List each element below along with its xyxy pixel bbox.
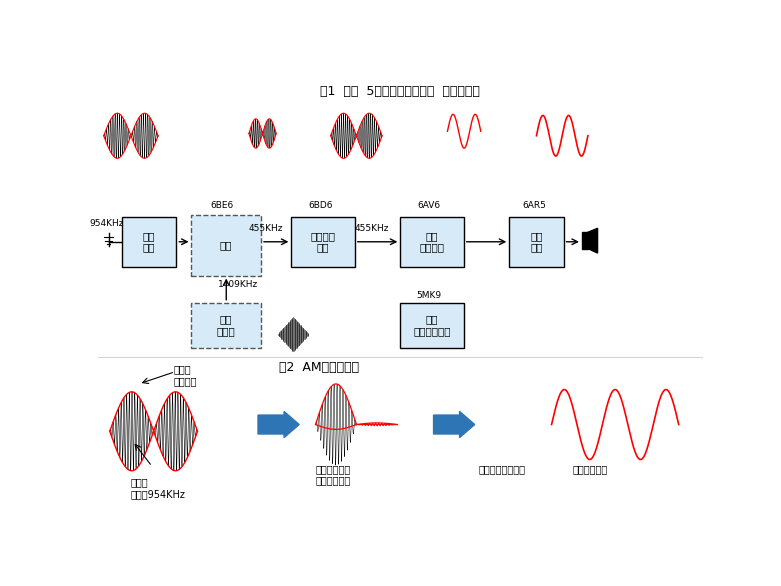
FancyBboxPatch shape xyxy=(191,303,261,348)
Text: 上下のどちら
かを取り出す: 上下のどちら かを取り出す xyxy=(316,464,351,485)
Text: 図1  自作  5球スーパーラジオ  ブロック図: 図1 自作 5球スーパーラジオ ブロック図 xyxy=(320,85,480,98)
FancyArrow shape xyxy=(258,411,299,438)
Text: 図2  AM検波の原理: 図2 AM検波の原理 xyxy=(280,362,359,374)
Text: 搬送波を取り除く: 搬送波を取り除く xyxy=(479,464,526,474)
Text: 搬送波
例えば954KHz: 搬送波 例えば954KHz xyxy=(131,478,186,499)
FancyBboxPatch shape xyxy=(400,303,464,348)
Text: 6BD6: 6BD6 xyxy=(308,201,333,210)
FancyBboxPatch shape xyxy=(400,217,464,267)
Text: 検波
電圧増幅: 検波 電圧増幅 xyxy=(419,231,444,253)
Text: 455KHz: 455KHz xyxy=(355,224,389,233)
Text: 電源
（整流回路）: 電源 （整流回路） xyxy=(413,315,451,336)
FancyBboxPatch shape xyxy=(191,214,261,275)
Text: 455KHz: 455KHz xyxy=(248,224,284,233)
Text: 信号波の再現: 信号波の再現 xyxy=(572,464,608,474)
FancyBboxPatch shape xyxy=(122,217,177,267)
Text: 同調
回路: 同調 回路 xyxy=(143,231,155,253)
Text: 5MK9: 5MK9 xyxy=(417,291,442,301)
Text: 6AV6: 6AV6 xyxy=(418,201,441,210)
Text: 1409KHz: 1409KHz xyxy=(218,280,259,289)
FancyBboxPatch shape xyxy=(291,217,355,267)
Text: 中間周波
増幅: 中間周波 増幅 xyxy=(311,231,336,253)
Text: 6AR5: 6AR5 xyxy=(522,201,547,210)
Text: 954KHz: 954KHz xyxy=(90,219,124,228)
Text: 局部
発振器: 局部 発振器 xyxy=(217,315,236,336)
Bar xyxy=(582,232,588,248)
FancyArrow shape xyxy=(433,411,475,438)
Text: 6BE6: 6BE6 xyxy=(210,201,234,210)
Text: 混合: 混合 xyxy=(220,240,233,250)
Text: 信号波
（音声）: 信号波 （音声） xyxy=(173,364,197,386)
Polygon shape xyxy=(588,229,597,253)
FancyBboxPatch shape xyxy=(509,217,564,267)
Text: 電力
増幅: 電力 増幅 xyxy=(530,231,543,253)
